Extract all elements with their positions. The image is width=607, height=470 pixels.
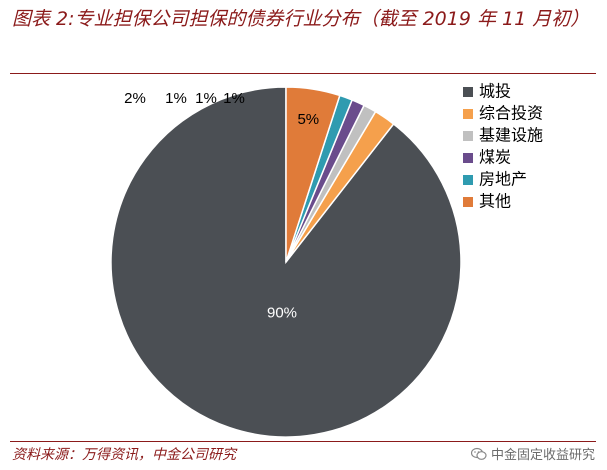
source-note: 资料来源：万得资讯，中金公司研究: [12, 447, 236, 463]
legend-label-其他: 其他: [479, 192, 511, 211]
slice-label-基建设施: 1%: [165, 90, 187, 107]
slice-label-房地产: 1%: [223, 90, 245, 107]
footer-rule: [10, 441, 596, 442]
legend-swatch-综合投资: [463, 109, 473, 119]
pie-slices: [110, 86, 462, 438]
watermark-text: 中金固定收益研究: [490, 448, 595, 463]
legend-swatch-城投: [463, 87, 473, 97]
legend-label-城投: 城投: [479, 82, 511, 101]
pie-slice-其他: [285, 86, 341, 263]
slice-label-综合投资: 2%: [124, 90, 146, 107]
legend-label-基建设施: 基建设施: [479, 126, 543, 145]
legend-label-煤炭: 煤炭: [479, 148, 511, 167]
legend-swatch-其他: [463, 197, 473, 207]
watermark: 中金固定收益研究: [470, 444, 595, 463]
title-rule: [10, 73, 596, 74]
slice-label-其他: 5%: [297, 111, 319, 128]
legend-label-综合投资: 综合投资: [479, 104, 543, 123]
legend-swatch-煤炭: [463, 153, 473, 163]
chart-title: 图表 2:专业担保公司担保的债券行业分布（截至 2019 年 11 月初）: [12, 8, 590, 30]
slice-label-煤炭: 1%: [195, 90, 217, 107]
legend-swatch-基建设施: [463, 131, 473, 141]
wechat-icon: [470, 447, 487, 460]
slice-label-城投: 90%: [267, 305, 297, 322]
legend-label-房地产: 房地产: [479, 170, 527, 189]
legend-swatch-房地产: [463, 175, 473, 185]
pie-slice-labels: 90% 2% 1% 1% 1% 5%: [124, 90, 319, 322]
